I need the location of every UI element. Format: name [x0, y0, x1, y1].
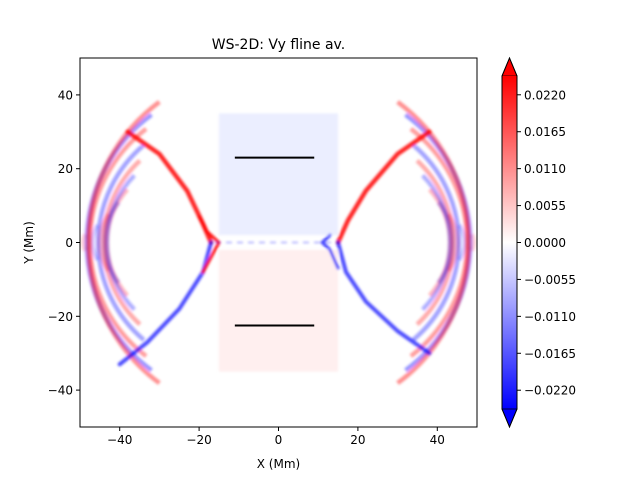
- x-tick-label: 40: [430, 433, 445, 447]
- wave-front: [335, 129, 432, 245]
- x-axis: −40 −20 0 20 40: [107, 427, 445, 447]
- wave-arc: [421, 173, 453, 312]
- colorbar-tick-label: −0.0165: [524, 347, 576, 361]
- colorbar-tick-label: 0.0055: [524, 199, 566, 213]
- y-tick-label: 20: [58, 162, 73, 176]
- colorbar-tick-label: 0.0000: [524, 236, 566, 250]
- heatmap-field: [80, 100, 477, 385]
- chart-title: WS-2D: Vy fline av.: [212, 37, 345, 53]
- wave-arc: [90, 223, 100, 262]
- colorbar-tick-label: 0.0165: [524, 125, 566, 139]
- wave-arc: [96, 143, 146, 342]
- plot-area: [79, 57, 478, 428]
- wave-front: [320, 233, 340, 270]
- wave-arc: [86, 100, 161, 385]
- wave-arc: [415, 158, 456, 327]
- colorbar-ticks: 0.0220 0.0165 0.0110 0.0055 0.0000 −0.0055 −0.…: [517, 88, 576, 398]
- colorbar-tick-label: −0.0220: [524, 384, 576, 398]
- colorbar: 0.0220 0.0165 0.0110 0.0055 0.0000 −0.0055 −0.…: [501, 56, 576, 429]
- upper-tint: [218, 113, 339, 236]
- x-tick-label: 0: [275, 433, 283, 447]
- wave-arc: [457, 223, 467, 262]
- x-tick-label: −20: [186, 433, 211, 447]
- x-axis-label: X (Mm): [257, 457, 300, 471]
- wave-front: [336, 240, 432, 356]
- wave-arc: [411, 143, 461, 342]
- y-tick-label: −20: [48, 310, 73, 324]
- colorbar-tick-label: −0.0055: [524, 273, 576, 287]
- y-axis: 40 20 0 −20 −40: [48, 88, 80, 398]
- wave-arc: [101, 158, 142, 327]
- colorbar-outline: [501, 56, 518, 429]
- y-tick-label: 0: [65, 236, 73, 250]
- colorbar-tick-label: 0.0220: [524, 88, 566, 102]
- lower-tint: [218, 249, 339, 372]
- y-tick-label: −40: [48, 384, 73, 398]
- colorbar-gradient: [502, 76, 517, 409]
- x-tick-label: −40: [107, 433, 132, 447]
- overlay-lines: [234, 156, 315, 327]
- y-axis-label: Y (Mm): [22, 221, 36, 265]
- colorbar-bottom-extension: [501, 408, 518, 429]
- wave-arc: [396, 100, 471, 385]
- colorbar-tick-label: −0.0110: [524, 310, 576, 324]
- colorbar-top-extension: [501, 56, 518, 77]
- wave-front: [117, 240, 214, 367]
- wave-arc: [104, 173, 136, 312]
- x-tick-label: 20: [350, 433, 365, 447]
- colorbar-tick-label: 0.0110: [524, 162, 566, 176]
- y-tick-label: 40: [58, 88, 73, 102]
